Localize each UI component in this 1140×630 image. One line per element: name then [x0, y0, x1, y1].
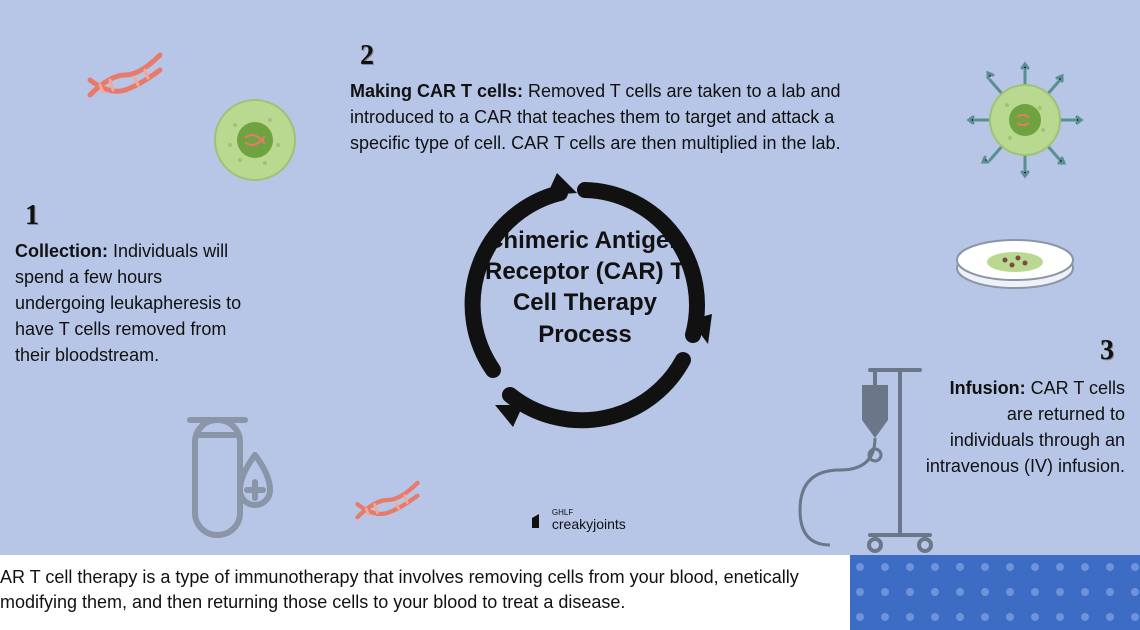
step-2-text: Making CAR T cells: Removed T cells are …	[350, 78, 895, 156]
dot-pattern-bg	[850, 555, 1140, 630]
step-2-number: 2	[360, 40, 374, 72]
step-3-label: Infusion:	[950, 378, 1026, 398]
infographic-canvas: Chimeric Antigen Receptor (CAR) T Cell T…	[0, 0, 1140, 630]
step-1-text: Collection: Individuals will spend a few…	[15, 238, 255, 368]
step-2-label: Making CAR T cells:	[350, 81, 523, 101]
cart-cell-icon	[965, 60, 1085, 180]
brand-name: creakyjoints	[552, 516, 626, 532]
footer-description: AR T cell therapy is a type of immunothe…	[0, 565, 820, 615]
blood-tube-icon	[175, 400, 305, 550]
step-3-text: Infusion: CAR T cells are returned to in…	[920, 375, 1125, 479]
dna-icon	[80, 40, 170, 110]
cell-icon	[210, 95, 300, 185]
brand-logo: GHLF creakyjoints	[530, 510, 626, 532]
step-1-label: Collection:	[15, 241, 108, 261]
step-3-number: 3	[1100, 335, 1114, 367]
iv-stand-icon	[780, 360, 940, 555]
dna-icon	[345, 470, 430, 530]
center-title: Chimeric Antigen Receptor (CAR) T Cell T…	[485, 225, 685, 350]
petri-dish-icon	[950, 230, 1080, 300]
step-1-number: 1	[25, 200, 39, 232]
